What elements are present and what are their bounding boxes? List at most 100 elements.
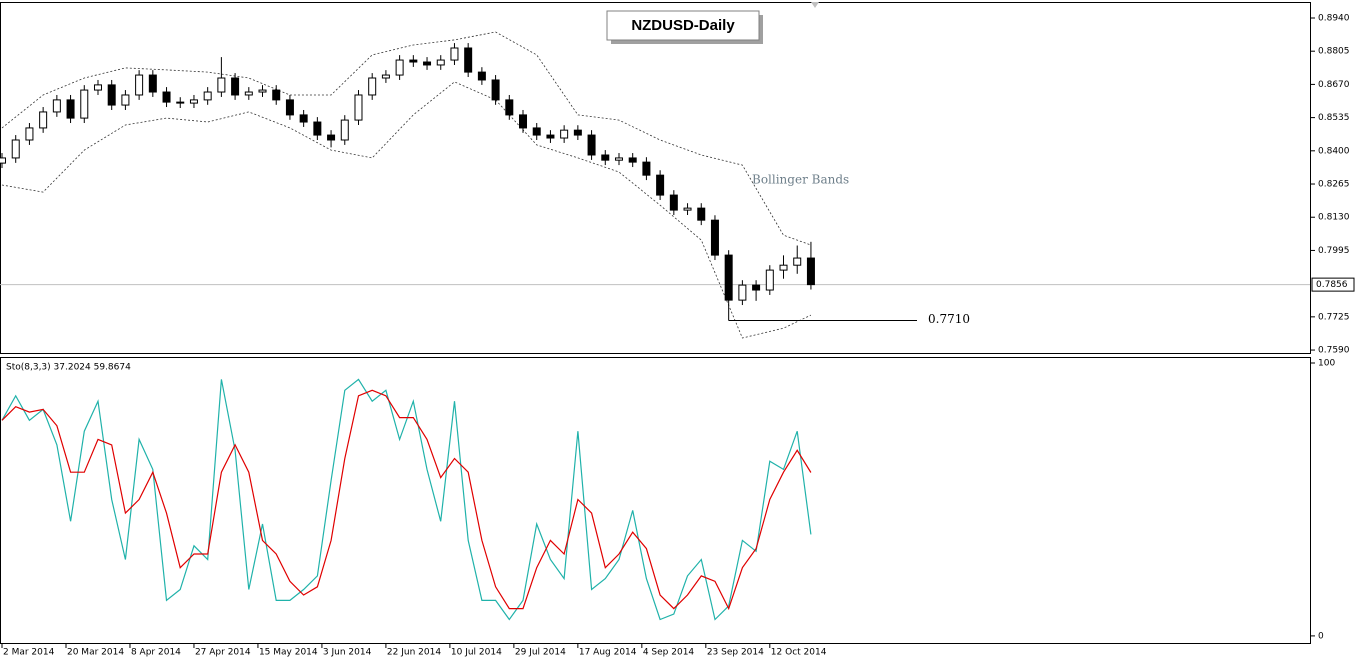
candle-body xyxy=(724,254,733,301)
candle-body xyxy=(93,84,102,91)
candle-body xyxy=(765,269,774,291)
candle-body xyxy=(519,114,528,129)
y-tick-label: 100 xyxy=(1318,359,1335,369)
candle-body xyxy=(779,264,788,271)
candle-body xyxy=(244,91,253,96)
price-layer: 0.7710 xyxy=(0,31,1310,339)
x-tick-label: 4 Sep 2014 xyxy=(643,648,695,658)
y-tick-label: 0.8535 xyxy=(1318,113,1350,123)
y-tick-label: 0.7590 xyxy=(1318,346,1350,356)
x-tick-label: 17 Aug 2014 xyxy=(579,648,637,658)
candle-body xyxy=(203,91,212,101)
candle-body xyxy=(135,74,144,96)
candle-body xyxy=(656,174,665,196)
candle-body xyxy=(66,99,75,119)
candle-body xyxy=(217,77,226,93)
candle-body xyxy=(587,134,596,156)
y-tick-label: 0.7995 xyxy=(1318,246,1350,256)
candle-body xyxy=(52,99,61,113)
band-label: Bollinger Bands xyxy=(752,173,849,187)
x-tick-label: 3 Jun 2014 xyxy=(323,648,372,658)
x-tick-label: 29 Jul 2014 xyxy=(515,648,566,658)
candle-body xyxy=(450,47,459,61)
bollinger-upper xyxy=(1,31,812,246)
chart-title: NZDUSD-Daily xyxy=(631,17,735,34)
x-tick-label: 20 Mar 2014 xyxy=(67,648,124,658)
candle-body xyxy=(669,194,678,211)
candle-body xyxy=(231,77,240,96)
candle-body xyxy=(710,219,719,256)
candle-body xyxy=(477,71,486,81)
candle-body xyxy=(505,99,514,116)
candle-body xyxy=(162,91,171,103)
title-box xyxy=(606,10,760,41)
candle-body xyxy=(285,99,294,116)
candle-body xyxy=(806,257,815,286)
candle-body xyxy=(176,101,185,104)
candle-body xyxy=(25,127,34,141)
x-tick-label: 27 Apr 2014 xyxy=(195,648,251,658)
candle-body xyxy=(697,207,706,221)
y-tick-label: 0.8940 xyxy=(1318,13,1350,23)
candle-body xyxy=(752,284,761,291)
candle-body xyxy=(327,134,336,141)
candle-body xyxy=(39,111,48,129)
candle-body xyxy=(628,157,637,163)
x-tick-label: 15 May 2014 xyxy=(259,648,318,658)
candle-body xyxy=(395,59,404,76)
candle-body xyxy=(573,129,582,136)
oscillator-title: Sto(8,3,3) 37.2024 59.8674 xyxy=(6,363,131,373)
candle-body xyxy=(793,257,802,266)
oscillator-line xyxy=(1,378,812,621)
candle-body xyxy=(107,84,116,106)
candle-body xyxy=(546,134,555,139)
candle-body xyxy=(601,154,610,161)
candle-body xyxy=(272,89,281,101)
oscillator-line xyxy=(1,389,812,611)
candle-body xyxy=(381,74,390,79)
x-tick-label: 10 Jul 2014 xyxy=(451,648,502,658)
candle-body xyxy=(258,89,267,93)
y-tick-label: 0.8400 xyxy=(1318,146,1350,156)
candle-body xyxy=(683,207,692,211)
candle-body xyxy=(313,121,322,136)
candle-body xyxy=(614,157,623,161)
bollinger-lower xyxy=(1,81,812,339)
candle-body xyxy=(148,74,157,93)
x-tick-label: 22 Jun 2014 xyxy=(387,648,441,658)
x-tick-label: 2 Mar 2014 xyxy=(3,648,55,658)
candle-body xyxy=(464,47,473,73)
y-tick-label: 0.8130 xyxy=(1318,213,1350,223)
candle-body xyxy=(423,61,432,66)
candle-body xyxy=(738,284,747,301)
x-tick-label: 12 Oct 2014 xyxy=(771,648,827,658)
candle-body xyxy=(299,114,308,123)
x-tick-label: 23 Sep 2014 xyxy=(707,648,764,658)
candle-body xyxy=(560,129,569,139)
candle-body xyxy=(491,79,500,101)
last-price-box xyxy=(1311,277,1355,292)
candle-body xyxy=(121,94,130,106)
candle-body xyxy=(532,127,541,136)
candle-body xyxy=(368,77,377,96)
candle-body xyxy=(340,119,349,141)
candle-body xyxy=(80,89,89,119)
y-tick-label: 0 xyxy=(1318,631,1324,641)
price-panel xyxy=(0,2,1311,354)
last-price-label: 0.7856 xyxy=(1316,280,1348,290)
shift-marker xyxy=(811,2,819,8)
candle-body xyxy=(354,94,363,121)
candle-body xyxy=(409,59,418,63)
candle-body xyxy=(0,157,7,164)
x-tick-label: 8 Apr 2014 xyxy=(131,648,181,658)
candle-body xyxy=(436,59,445,66)
candle-body xyxy=(642,161,651,176)
annotation-label: 0.7710 xyxy=(928,312,970,326)
y-tick-label: 0.8670 xyxy=(1318,80,1350,90)
oscillator-layer xyxy=(1,378,812,621)
y-tick-label: 0.8805 xyxy=(1318,47,1350,57)
candle-body xyxy=(11,139,20,159)
y-tick-label: 0.8265 xyxy=(1318,180,1350,190)
oscillator-panel xyxy=(0,357,1311,644)
